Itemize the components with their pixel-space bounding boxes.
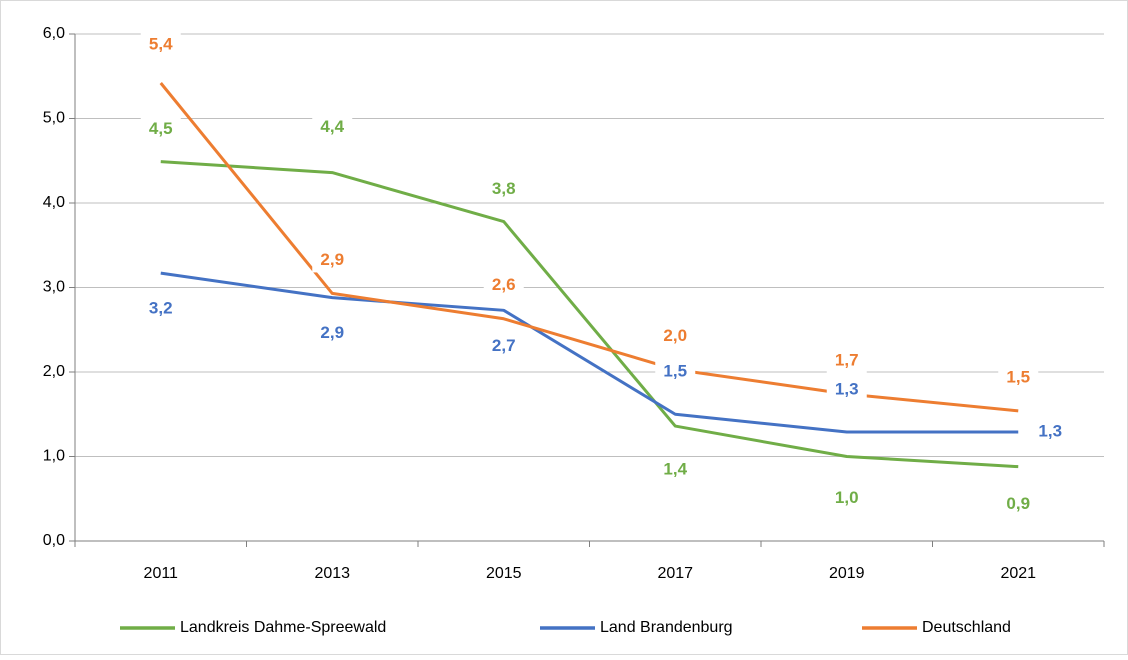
- data-label-bg: [140, 117, 181, 142]
- data-label-bg: [483, 273, 524, 298]
- data-label-bg: [655, 360, 696, 385]
- x-tick-label: 2013: [314, 565, 350, 582]
- y-tick-label: 6,0: [43, 25, 65, 42]
- data-label-bg: [483, 334, 524, 359]
- x-tick-label: 2019: [829, 565, 865, 582]
- data-label-bg: [140, 33, 181, 58]
- data-label-bg: [140, 297, 181, 322]
- data-label-bg: [826, 377, 867, 402]
- data-label: 2,0: [663, 326, 687, 345]
- legend-label: Land Brandenburg: [600, 619, 733, 636]
- y-tick-label: 3,0: [43, 279, 65, 296]
- data-label-bg: [655, 458, 696, 483]
- series-line: [160, 160, 1019, 469]
- data-label: 2,7: [492, 336, 516, 355]
- data-label: 1,0: [835, 488, 859, 507]
- series-line: [160, 271, 1019, 434]
- data-label: 3,8: [492, 179, 516, 198]
- y-tick-label: 5,0: [43, 110, 65, 127]
- y-tick-label: 4,0: [43, 194, 65, 211]
- data-label: 2,9: [320, 250, 344, 269]
- data-label: 1,3: [835, 379, 859, 398]
- data-label: 2,9: [320, 323, 344, 342]
- x-tick-label: 2011: [144, 565, 179, 582]
- legend-label: Deutschland: [922, 619, 1011, 636]
- data-label: 1,5: [663, 362, 687, 381]
- data-label: 3,2: [149, 299, 173, 318]
- data-label-bg: [312, 321, 353, 346]
- data-label: 1,3: [1038, 421, 1062, 440]
- data-label-bg: [998, 492, 1039, 517]
- legend-label: Landkreis Dahme-Spreewald: [180, 619, 386, 636]
- data-label: 5,4: [149, 34, 173, 53]
- data-label: 0,9: [1006, 494, 1030, 513]
- data-label: 1,4: [663, 460, 687, 479]
- x-tick-label: 2015: [486, 565, 522, 582]
- x-tick-label: 2017: [657, 565, 693, 582]
- data-label-bg: [826, 348, 867, 373]
- y-tick-label: 1,0: [43, 448, 65, 465]
- x-tick-label: 2021: [1000, 565, 1036, 582]
- y-tick-label: 2,0: [43, 363, 65, 380]
- data-label: 4,4: [320, 117, 344, 136]
- data-label: 1,5: [1006, 367, 1030, 386]
- data-label-bg: [1030, 419, 1071, 444]
- data-label-bg: [483, 177, 524, 202]
- data-label-bg: [826, 486, 867, 511]
- data-label: 2,6: [492, 275, 516, 294]
- data-label-bg: [998, 365, 1039, 390]
- data-label: 4,5: [149, 119, 173, 138]
- data-label-bg: [312, 248, 353, 273]
- data-label-bg: [655, 324, 696, 349]
- data-label-bg: [312, 115, 353, 140]
- series-line: [159, 82, 1019, 413]
- data-label: 1,7: [835, 350, 859, 369]
- y-tick-label: 0,0: [43, 532, 65, 549]
